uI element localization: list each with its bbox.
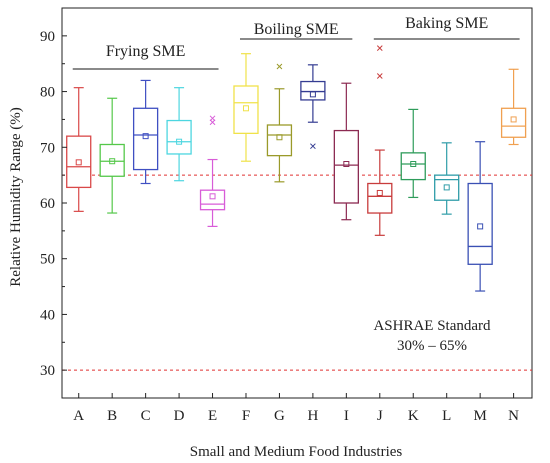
box-F: [233, 53, 259, 162]
y-tick-label: 80: [40, 85, 55, 101]
box-iqr: [66, 135, 92, 189]
box-D: [166, 87, 192, 182]
box-C: [132, 79, 159, 185]
ashrae-standard-label: ASHRAE Standard: [373, 318, 491, 334]
mean-marker: [109, 158, 116, 165]
group-label: Frying SME: [106, 43, 186, 60]
x-tick-label-G: G: [274, 408, 285, 424]
box-iqr: [233, 85, 259, 135]
y-tick-label: 30: [40, 363, 55, 379]
x-tick-label-E: E: [208, 408, 217, 424]
y-tick-label: 60: [40, 196, 55, 212]
outlier-stroke: [276, 63, 283, 70]
x-tick-label-N: N: [508, 408, 519, 424]
box-E: [199, 115, 226, 227]
box-iqr: [266, 124, 293, 157]
mean-marker: [276, 134, 283, 141]
box-iqr: [500, 107, 527, 138]
y-tick-label: 40: [40, 307, 55, 323]
mean-marker: [410, 161, 417, 167]
box-A: [66, 87, 92, 212]
group-label: Boiling SME: [254, 21, 339, 38]
box-B: [99, 97, 125, 214]
mean-marker: [443, 184, 450, 191]
mean-marker: [343, 161, 350, 167]
box-iqr: [166, 119, 192, 155]
box-G: [266, 63, 293, 183]
outlier-marker: [376, 73, 383, 79]
x-tick-label-D: D: [174, 408, 185, 424]
outlier-stroke: [209, 115, 216, 122]
box-M: [467, 141, 493, 292]
y-tick-label: 90: [40, 29, 55, 45]
box-N: [500, 68, 527, 146]
x-tick-label-J: J: [377, 408, 383, 424]
box-iqr: [367, 182, 393, 214]
mean-marker: [477, 223, 484, 230]
box-I: [333, 82, 359, 221]
outlier-marker: [310, 143, 316, 150]
x-tick-label-C: C: [141, 408, 151, 424]
group-label: Baking SME: [405, 15, 488, 32]
x-tick-label-M: M: [473, 408, 486, 424]
x-axis-title: Small and Medium Food Industries: [190, 444, 403, 460]
y-tick-label: 50: [40, 252, 55, 268]
outlier-stroke: [376, 45, 383, 51]
y-tick-label: 70: [40, 140, 55, 156]
x-tick-label-B: B: [107, 408, 117, 424]
box-H: [300, 64, 326, 150]
box-iqr: [300, 80, 326, 101]
y-axis-title: Relative Humidity Range (%): [8, 107, 24, 287]
x-tick-label-F: F: [242, 408, 250, 424]
x-tick-label-L: L: [442, 408, 451, 424]
outlier-stroke: [376, 73, 383, 79]
outlier-marker: [276, 63, 283, 70]
mean-marker: [176, 138, 183, 145]
mean-marker: [75, 159, 82, 166]
mean-marker: [376, 189, 383, 196]
box-iqr: [199, 189, 226, 211]
x-tick-label-K: K: [408, 408, 419, 424]
outlier-stroke: [310, 143, 316, 150]
x-tick-label-H: H: [307, 408, 318, 424]
mean-marker: [309, 91, 316, 98]
mean-marker: [142, 133, 149, 140]
mean-marker: [242, 105, 249, 112]
mean-marker: [510, 116, 517, 123]
mean-marker: [209, 193, 216, 200]
box-iqr: [434, 174, 460, 201]
outlier-marker: [376, 45, 383, 51]
outlier-marker: [209, 115, 216, 122]
box-L: [434, 142, 460, 215]
box-J: [367, 45, 393, 236]
ashrae-range-label: 30% – 65%: [397, 338, 467, 354]
box-K: [400, 108, 426, 199]
box-iqr: [99, 143, 125, 177]
x-tick-label-A: A: [73, 408, 84, 424]
x-tick-label-I: I: [344, 408, 349, 424]
